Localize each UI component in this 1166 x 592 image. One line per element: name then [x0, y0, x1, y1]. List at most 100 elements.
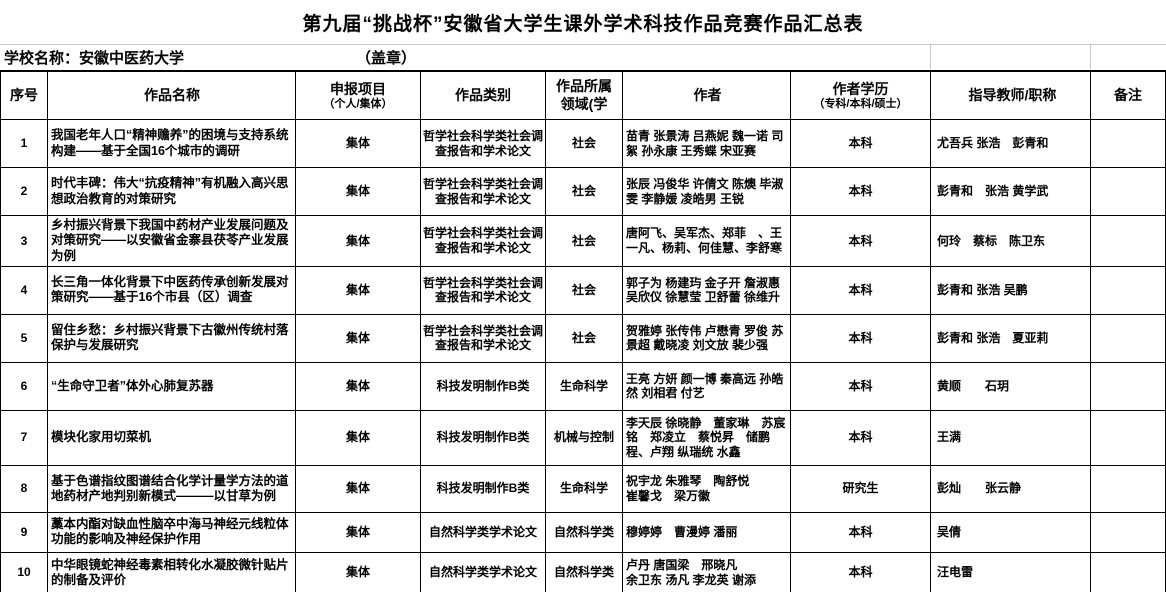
cell-authors: 王亮 方妍 颜一博 秦高远 孙皓然 刘相君 付艺	[623, 362, 791, 410]
gridline	[1090, 45, 1091, 70]
cell-authors: 贺雅婷 张传伟 卢懋青 罗俊 苏景超 戴晓凌 刘文放 裴少强	[623, 314, 791, 362]
table-row: 5 留住乡愁：乡村振兴背景下古徽州传统村落保护与发展研究 集体 哲学社会科学类社…	[1, 314, 1166, 363]
cell-category: 哲学社会科学类社会调查报告和学术论文	[421, 314, 546, 362]
cell-category: 科技发明制作B类	[421, 410, 546, 465]
cell-project-type: 集体	[296, 168, 421, 215]
cell-work-title: 长三角一体化背景下中医药传承创新发展对策研究——基于16个市县（区）调查	[48, 266, 296, 314]
cell-authors: 苗青 张景涛 吕燕妮 魏一诺 司絮 孙永康 王秀蝶 宋亚赛	[623, 120, 791, 167]
cell-work-title: “生命守卫者”体外心肺复苏器	[48, 362, 296, 410]
cell-project-type: 集体	[296, 552, 421, 592]
header-advisors: 指导教师/职称	[931, 72, 1091, 119]
cell-work-title: 乡村振兴背景下我国中药材产业发展问题及对策研究——以安徽省金寨县茯苓产业发展为例	[48, 216, 296, 266]
cell-category: 哲学社会科学类社会调查报告和学术论文	[421, 168, 546, 215]
cell-work-title: 基于色谱指纹图谱结合化学计量学方法的道地药材产地判别新模式———以甘草为例	[48, 465, 296, 512]
cell-work-title: 时代丰碑：伟大“抗疫精神”有机融入高兴思想政治教育的对策研究	[48, 168, 296, 215]
cell-category: 哲学社会科学类社会调查报告和学术论文	[421, 266, 546, 314]
cell-note	[1091, 168, 1166, 215]
cell-category: 自然科学类学术论文	[421, 512, 546, 552]
cell-advisors: 黄顺 石玥	[931, 362, 1091, 410]
cell-project-type: 集体	[296, 512, 421, 552]
cell-index: 2	[1, 168, 48, 215]
cell-project-type: 集体	[296, 216, 421, 266]
cell-advisors: 彭青和 张浩 黄学武	[931, 168, 1091, 215]
cell-work-title: 我国老年人口“精神赡养”的困境与支持系统构建——基于全国16个城市的调研	[48, 120, 296, 167]
cell-degree: 本科	[791, 362, 931, 410]
cell-index: 6	[1, 362, 48, 410]
table-row: 7 模块化家用切菜机 集体 科技发明制作B类 机械与控制 李天辰 徐晓静 董家琳…	[1, 410, 1166, 466]
cell-authors: 张辰 冯俊华 许倩文 陈燠 毕淑雯 李静媛 凌皓男 王锐	[623, 168, 791, 215]
cell-note	[1091, 552, 1166, 592]
cell-degree: 本科	[791, 314, 931, 362]
cell-note	[1091, 410, 1166, 465]
cell-note	[1091, 362, 1166, 410]
cell-degree: 研究生	[791, 465, 931, 512]
table-header-row: 序号 作品名称 申报项目 （个人/集体） 作品类别 作品所属 领域(学 作者 作…	[1, 72, 1166, 120]
cell-degree: 本科	[791, 512, 931, 552]
cell-project-type: 集体	[296, 120, 421, 167]
cell-note	[1091, 512, 1166, 552]
cell-index: 5	[1, 314, 48, 362]
seal-label: （盖章）	[356, 50, 417, 67]
cell-project-type: 集体	[296, 410, 421, 465]
page-title: 第九届“挑战杯”安徽省大学生课外学术科技作品竞赛作品汇总表	[302, 13, 864, 35]
cell-degree: 本科	[791, 266, 931, 314]
header-index: 序号	[1, 72, 48, 119]
cell-index: 9	[1, 512, 48, 552]
cell-work-title: 留住乡愁：乡村振兴背景下古徽州传统村落保护与发展研究	[48, 314, 296, 362]
cell-authors: 祝宇龙 朱雅琴 陶舒悦 崔馨戈 梁万徽	[623, 465, 791, 512]
cell-advisors: 王满	[931, 410, 1091, 465]
cell-advisors: 吴倩	[931, 512, 1091, 552]
cell-category: 科技发明制作B类	[421, 465, 546, 512]
cell-degree: 本科	[791, 552, 931, 592]
cell-work-title: 中华眼镜蛇神经毒素相转化水凝胶微针贴片的制备及评价	[48, 552, 296, 592]
table-row: 2 时代丰碑：伟大“抗疫精神”有机融入高兴思想政治教育的对策研究 集体 哲学社会…	[1, 168, 1166, 216]
cell-index: 4	[1, 266, 48, 314]
cell-degree: 本科	[791, 410, 931, 465]
cell-authors: 穆婷婷 曹漫婷 潘丽	[623, 512, 791, 552]
gridline	[930, 45, 931, 70]
cell-advisors: 尤吾兵 张浩 彭青和	[931, 120, 1091, 167]
cell-advisors: 何玲 蔡标 陈卫东	[931, 216, 1091, 266]
cell-category: 哲学社会科学类社会调查报告和学术论文	[421, 216, 546, 266]
cell-category: 哲学社会科学类社会调查报告和学术论文	[421, 120, 546, 167]
school-name-label: 学校名称：安徽中医药大学	[4, 50, 185, 67]
table-body: 1 我国老年人口“精神赡养”的困境与支持系统构建——基于全国16个城市的调研 集…	[1, 120, 1166, 592]
table-row: 10 中华眼镜蛇神经毒素相转化水凝胶微针贴片的制备及评价 集体 自然科学类学术论…	[1, 552, 1166, 592]
cell-authors: 郭子为 杨建玙 金子开 詹淑惠 吴欣仪 徐慧莹 卫舒蕾 徐维升	[623, 266, 791, 314]
cell-note	[1091, 120, 1166, 167]
table-row: 1 我国老年人口“精神赡养”的困境与支持系统构建——基于全国16个城市的调研 集…	[1, 120, 1166, 168]
cell-field: 社会	[546, 120, 623, 167]
cell-authors: 卢丹 唐国梁 邢晓凡 余卫东 汤凡 李龙英 谢添	[623, 552, 791, 592]
cell-field: 社会	[546, 266, 623, 314]
header-degree: 作者学历 （专科/本科/硕士）	[791, 72, 931, 119]
cell-degree: 本科	[791, 168, 931, 215]
header-category: 作品类别	[421, 72, 546, 119]
cell-index: 8	[1, 465, 48, 512]
cell-note	[1091, 216, 1166, 266]
cell-index: 7	[1, 410, 48, 465]
cell-degree: 本科	[791, 216, 931, 266]
header-work-title: 作品名称	[48, 72, 296, 119]
school-row: 学校名称：安徽中医药大学 （盖章）	[0, 44, 1166, 70]
cell-work-title: 模块化家用切菜机	[48, 410, 296, 465]
cell-field: 社会	[546, 216, 623, 266]
cell-field: 自然科学类	[546, 552, 623, 592]
cell-project-type: 集体	[296, 314, 421, 362]
cell-field: 社会	[546, 314, 623, 362]
cell-note	[1091, 465, 1166, 512]
cell-category: 科技发明制作B类	[421, 362, 546, 410]
cell-project-type: 集体	[296, 465, 421, 512]
header-authors: 作者	[623, 72, 791, 119]
table-row: 9 藁本内酯对缺血性脑卒中海马神经元线粒体功能的影响及神经保护作用 集体 自然科…	[1, 512, 1166, 553]
cell-advisors: 彭灿 张云静	[931, 465, 1091, 512]
cell-field: 社会	[546, 168, 623, 215]
cell-degree: 本科	[791, 120, 931, 167]
header-note: 备注	[1091, 72, 1166, 119]
header-field: 作品所属 领域(学	[546, 72, 623, 119]
cell-advisors: 彭青和 张浩 吴鹏	[931, 266, 1091, 314]
cell-field: 自然科学类	[546, 512, 623, 552]
cell-category: 自然科学类学术论文	[421, 552, 546, 592]
cell-advisors: 彭青和 张浩 夏亚莉	[931, 314, 1091, 362]
cell-field: 生命科学	[546, 465, 623, 512]
